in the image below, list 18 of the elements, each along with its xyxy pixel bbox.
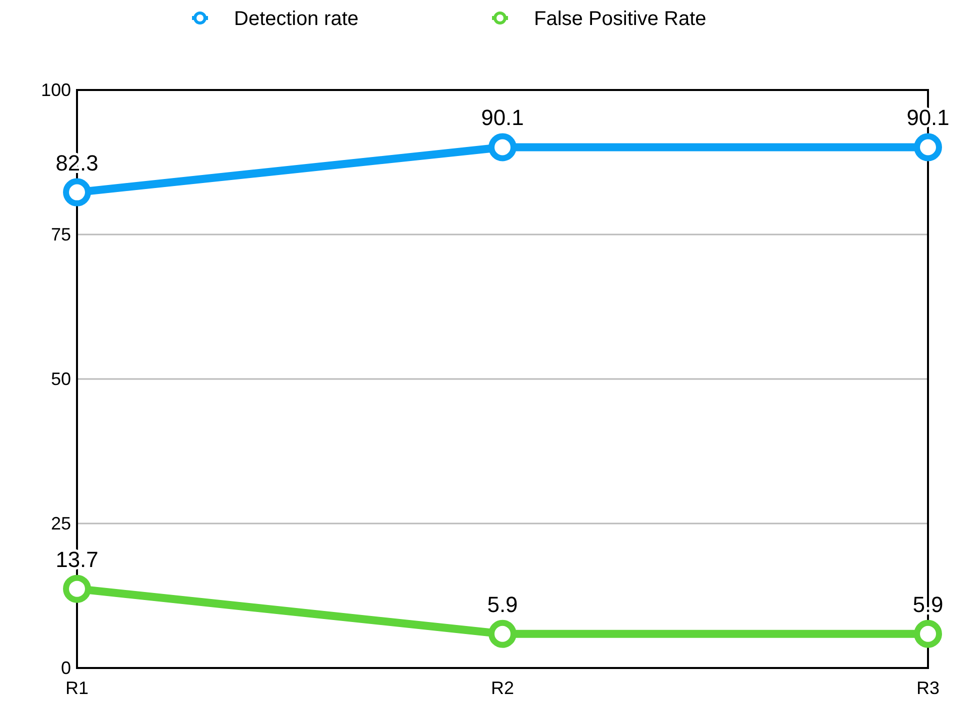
- point: [488, 620, 516, 648]
- legend-label: Detection rate: [234, 8, 359, 30]
- y-tick-label: 100: [40, 80, 71, 100]
- x-tick-label: R1: [65, 678, 89, 698]
- x-tick-label: R2: [490, 678, 514, 698]
- y-tick-label: 0: [60, 658, 71, 678]
- point: [63, 574, 91, 603]
- legend-label: False Positive Rate: [534, 8, 706, 30]
- y-tick-label: 75: [50, 224, 71, 244]
- point: [914, 620, 942, 648]
- data-label: 5.9: [487, 592, 518, 617]
- data-label: 90.1: [481, 105, 524, 130]
- x-tick-label: R3: [916, 678, 940, 698]
- y-tick-label: 50: [50, 369, 71, 389]
- y-tick-label: 25: [50, 514, 71, 534]
- point: [488, 133, 516, 162]
- point: [914, 133, 942, 162]
- point: [63, 178, 91, 206]
